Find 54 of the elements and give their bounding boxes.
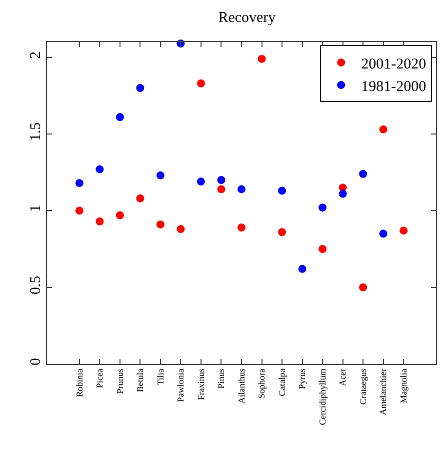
point [278,228,286,236]
x-tick-label: Cercidiphyllum [317,368,328,426]
x-tick-label: Sophora [256,368,267,399]
x-tick-label: Ailanthus [236,368,246,404]
point [359,170,368,178]
point [379,230,388,238]
x-tick-label: Robinia [74,368,84,398]
point [318,245,327,253]
y-tick-label: 0 [28,358,44,366]
point [75,179,84,188]
point [217,185,226,194]
point [400,226,408,235]
point [318,204,327,212]
point [359,283,368,292]
point [136,194,144,202]
point [136,84,144,92]
x-tick-label: Catalpa [276,368,287,396]
point [196,79,205,88]
point [338,190,347,198]
point [116,113,124,122]
legend-label: 1981-2000 [361,78,426,95]
x-tick-label: Fraxinus [196,368,206,400]
x-tick-label: Pawlonia [176,368,186,402]
x-tick-label: Crataegus [358,368,368,405]
point [116,211,124,220]
x-tick-label: Acer [338,368,348,386]
point [96,217,104,226]
point [379,125,388,134]
point [156,220,164,228]
point [238,224,246,232]
point [196,178,205,186]
y-tick-label: 1 [28,204,44,212]
point [238,185,246,194]
point [156,171,164,180]
x-tick-label: Magnolia [398,368,409,404]
point [298,264,306,273]
y-tick-label: 0.5 [28,276,44,294]
x-tick-label: Amelanchier [378,368,388,416]
x-tick-label: Prunus [114,368,125,394]
y-tick-label: 1.5 [28,122,44,142]
point [278,186,286,195]
point [217,176,226,184]
x-tick-label: Pyrus [297,368,308,390]
x-tick-label: Pinus [216,368,226,389]
chart-title: Recovery [218,10,276,26]
point [75,206,84,215]
y-tick-label: 2 [28,51,44,59]
legend-label: 2001-2020 [361,56,426,72]
point [96,165,104,174]
x-tick-label: Betula [135,368,146,392]
x-tick-label: Tilia [155,368,166,386]
point [176,225,185,234]
x-tick-label: Picea [94,368,105,388]
point [258,54,266,63]
